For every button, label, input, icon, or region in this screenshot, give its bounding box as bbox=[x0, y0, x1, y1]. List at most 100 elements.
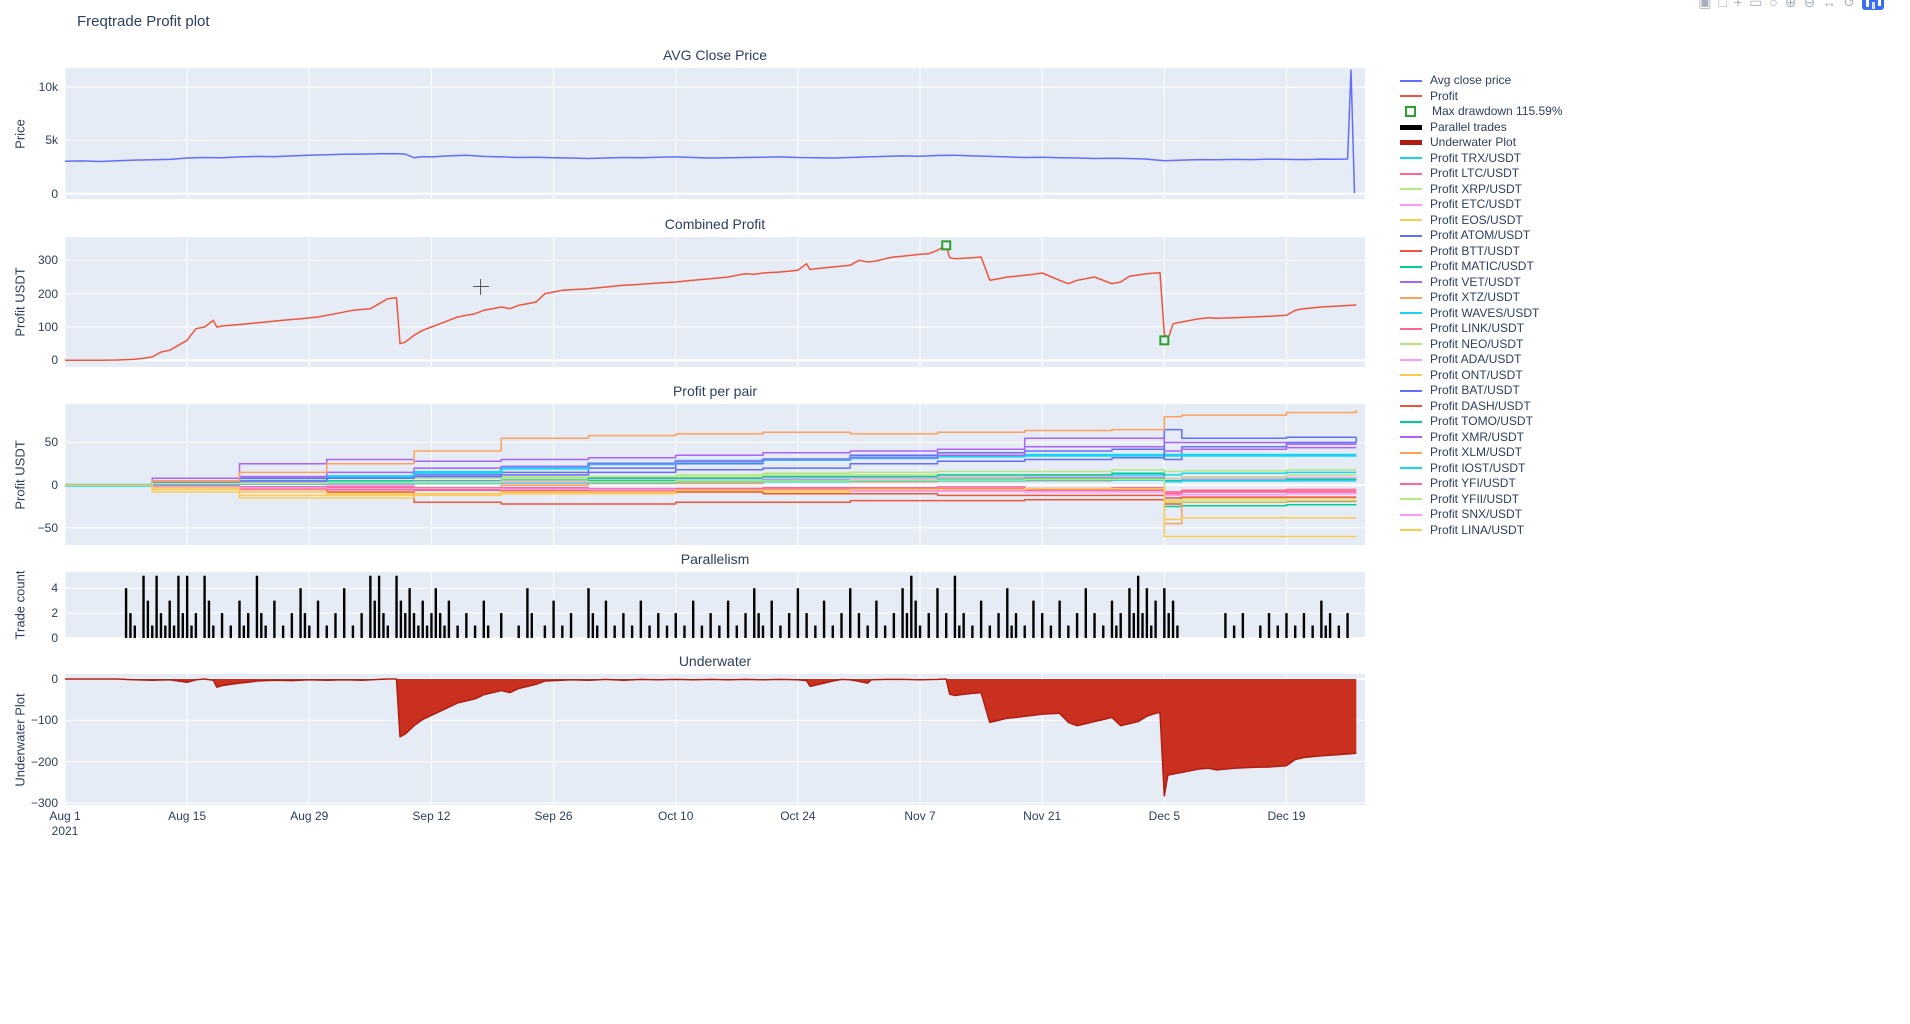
y-tick-label: 100 bbox=[37, 320, 58, 334]
x-axis: Aug 1 2021 Aug 15 Aug 29 Sep 12 Sep 26 Oct 10 O… bbox=[49, 809, 1365, 843]
pan-icon[interactable]: + bbox=[1733, 0, 1743, 10]
legend-line-swatch-icon bbox=[1400, 265, 1422, 268]
legend-label: Profit WAVES/USDT bbox=[1430, 305, 1540, 320]
legend-item[interactable]: Profit XRP/USDT bbox=[1400, 182, 1563, 198]
legend-item[interactable]: Profit MATIC/USDT bbox=[1400, 259, 1563, 275]
legend-item[interactable]: Profit TRX/USDT bbox=[1400, 151, 1563, 167]
y-tick-label: 0 bbox=[51, 186, 58, 201]
legend-item[interactable]: Profit XTZ/USDT bbox=[1400, 290, 1563, 306]
legend-marker-square-icon bbox=[1405, 106, 1416, 118]
legend-item[interactable]: Profit IOST/USDT bbox=[1400, 461, 1563, 477]
legend-item[interactable]: Parallel trades bbox=[1400, 120, 1563, 136]
legend-label: Profit XLM/USDT bbox=[1430, 445, 1523, 459]
legend-item[interactable]: Profit LINK/USDT bbox=[1400, 321, 1563, 337]
y-tick-label: −50 bbox=[37, 520, 58, 535]
legend-line-swatch-icon bbox=[1400, 219, 1422, 222]
y-tick-label: 300 bbox=[37, 253, 58, 268]
chart-canvas bbox=[65, 572, 1365, 638]
plot-area-profit-per-pair[interactable] bbox=[65, 404, 1365, 545]
legend-label: Profit XTZ/USDT bbox=[1430, 290, 1521, 304]
legend-label: Max drawdown 115.59% bbox=[1432, 104, 1563, 118]
legend-line-swatch-icon bbox=[1400, 374, 1422, 377]
x-tick-label: Sep 26 bbox=[534, 809, 573, 823]
y-tick-label: 0 bbox=[51, 671, 58, 686]
legend-item[interactable]: Profit WAVES/USDT bbox=[1400, 306, 1563, 322]
legend-item[interactable]: Profit ETC/USDT bbox=[1400, 197, 1563, 213]
legend-label: Profit XRP/USDT bbox=[1430, 181, 1523, 196]
legend-label: Profit XMR/USDT bbox=[1430, 429, 1525, 444]
legend-item[interactable]: Profit ADA/USDT bbox=[1400, 352, 1563, 368]
legend-item[interactable]: Profit bbox=[1400, 89, 1563, 105]
legend-item[interactable]: Underwater Plot bbox=[1400, 135, 1563, 151]
y-axis-label: Profit USDT bbox=[12, 267, 28, 337]
legend-label: Profit EOS/USDT bbox=[1430, 212, 1523, 227]
lasso-select-icon[interactable]: ○ bbox=[1769, 0, 1778, 10]
legend-line-swatch-icon bbox=[1400, 188, 1422, 191]
legend-label: Profit ONT/USDT bbox=[1430, 367, 1523, 382]
legend-item[interactable]: Profit NEO/USDT bbox=[1400, 337, 1563, 353]
y-axis-label: Profit USDT bbox=[12, 439, 28, 510]
legend-label: Profit YFI/USDT bbox=[1430, 476, 1516, 490]
legend-line-swatch-icon bbox=[1400, 172, 1422, 175]
legend-item[interactable]: Profit LINA/USDT bbox=[1400, 523, 1563, 539]
y-axis-label: Underwater Plot bbox=[12, 692, 28, 787]
legend-item[interactable]: Profit TOMO/USDT bbox=[1400, 414, 1563, 430]
camera-icon[interactable]: ▣ bbox=[1698, 0, 1712, 10]
y-axis-label: Price bbox=[12, 118, 28, 149]
y-tick-label: −300 bbox=[30, 795, 58, 810]
y-tick-label: −100 bbox=[30, 713, 58, 728]
legend-item[interactable]: Profit XLM/USDT bbox=[1400, 445, 1563, 461]
zoom-icon[interactable]: □ bbox=[1718, 0, 1727, 10]
zoom-in-icon[interactable]: ⊕ bbox=[1784, 0, 1797, 10]
subplot-profit-per-pair: Profit per pair Profit USDT −50 0 50 bbox=[13, 383, 1365, 545]
plot-area-combined-profit[interactable] bbox=[65, 237, 1365, 367]
legend: Avg close price Profit Max drawdown 115.59… bbox=[1400, 73, 1563, 538]
legend-item[interactable]: Profit ATOM/USDT bbox=[1400, 228, 1563, 244]
legend-item[interactable]: Profit DASH/USDT bbox=[1400, 399, 1563, 415]
legend-label: Profit TOMO/USDT bbox=[1430, 414, 1533, 428]
plot-area-parallelism[interactable] bbox=[65, 572, 1365, 638]
legend-item[interactable]: Max drawdown 115.59% bbox=[1400, 104, 1563, 120]
plotly-logo-icon[interactable] bbox=[1862, 0, 1884, 10]
y-tick-label: 4 bbox=[51, 581, 58, 596]
y-tick-label: 10k bbox=[38, 80, 58, 95]
page-title: Freqtrade Profit plot bbox=[77, 13, 210, 30]
plot-area-underwater[interactable] bbox=[65, 674, 1365, 805]
legend-label: Underwater Plot bbox=[1430, 135, 1517, 149]
autoscale-icon[interactable]: ↔ bbox=[1822, 0, 1837, 10]
subplot-combined-profit: Combined Profit Profit USDT 0 100 200 300 bbox=[13, 216, 1365, 367]
legend-line-swatch-icon bbox=[1400, 358, 1422, 361]
legend-item[interactable]: Profit BTT/USDT bbox=[1400, 244, 1563, 260]
legend-item[interactable]: Profit XMR/USDT bbox=[1400, 430, 1563, 446]
plot-area-avg-close-price[interactable] bbox=[65, 68, 1365, 199]
box-select-icon[interactable]: ▭ bbox=[1749, 0, 1763, 10]
legend-label: Profit LTC/USDT bbox=[1430, 166, 1520, 180]
modebar: ▣ □ + ▭ ○ ⊕ ⊖ ↔ ↺ bbox=[1698, 0, 1884, 10]
legend-label: Profit ADA/USDT bbox=[1430, 352, 1522, 366]
legend-label: Profit LINK/USDT bbox=[1430, 321, 1525, 335]
legend-item[interactable]: Profit LTC/USDT bbox=[1400, 166, 1563, 182]
zoom-out-icon[interactable]: ⊖ bbox=[1803, 0, 1816, 10]
legend-line-swatch-icon bbox=[1400, 296, 1422, 299]
legend-item[interactable]: Profit YFI/USDT bbox=[1400, 476, 1563, 492]
legend-item[interactable]: Profit EOS/USDT bbox=[1400, 213, 1563, 229]
chart-canvas bbox=[65, 68, 1365, 199]
legend-line-swatch-icon bbox=[1400, 467, 1422, 470]
legend-item[interactable]: Profit VET/USDT bbox=[1400, 275, 1563, 291]
reset-axes-icon[interactable]: ↺ bbox=[1843, 0, 1855, 10]
y-tick-label: 2 bbox=[51, 606, 58, 621]
legend-item[interactable]: Avg close price bbox=[1400, 73, 1563, 89]
x-tick-label: Sep 12 bbox=[412, 809, 451, 823]
legend-item[interactable]: Profit SNX/USDT bbox=[1400, 507, 1563, 523]
legend-line-swatch-icon bbox=[1400, 95, 1422, 98]
legend-item[interactable]: Profit YFII/USDT bbox=[1400, 492, 1563, 508]
legend-label: Profit bbox=[1430, 88, 1459, 103]
y-axis-label: Trade count bbox=[12, 570, 28, 640]
legend-item[interactable]: Profit BAT/USDT bbox=[1400, 383, 1563, 399]
legend-line-swatch-icon bbox=[1400, 343, 1422, 346]
y-tick-label: 0 bbox=[51, 353, 58, 368]
chart-canvas bbox=[65, 674, 1365, 805]
legend-item[interactable]: Profit ONT/USDT bbox=[1400, 368, 1563, 384]
y-tick-label: 200 bbox=[37, 286, 58, 301]
y-tick-label: 0 bbox=[51, 631, 58, 645]
